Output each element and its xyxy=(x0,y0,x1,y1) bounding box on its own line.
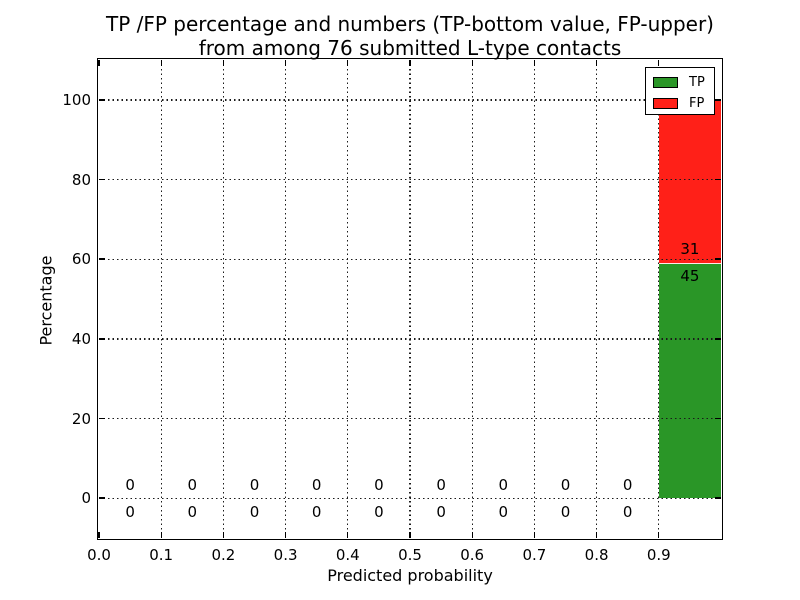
x-tick-top xyxy=(222,60,225,66)
fp-count-label: 0 xyxy=(622,476,633,495)
y-tick-label: 80 xyxy=(71,170,91,189)
y-axis-label: Percentage xyxy=(36,255,56,346)
x-gridline xyxy=(409,60,411,538)
x-tick-top xyxy=(347,60,349,66)
y-tick-left xyxy=(99,178,105,181)
tp-count-label: 0 xyxy=(187,503,198,522)
x-tick-bottom xyxy=(284,532,287,538)
x-tick-bottom xyxy=(658,532,660,538)
x-tick-label: 0.6 xyxy=(460,546,485,564)
x-tick-bottom xyxy=(595,532,598,538)
x-tick-label: 0.9 xyxy=(646,546,671,564)
x-tick-bottom xyxy=(533,532,536,538)
chart-title-line2: from among 76 submitted L-type contacts xyxy=(198,36,622,60)
y-tick-left xyxy=(99,338,105,340)
legend-label: TP xyxy=(689,75,705,90)
y-tick-right xyxy=(715,417,721,420)
x-gridline xyxy=(533,60,536,538)
tp-bar-segment xyxy=(658,263,721,499)
x-tick-top xyxy=(471,60,473,66)
x-gridline xyxy=(347,60,349,538)
x-tick-bottom xyxy=(409,532,411,538)
fp-count-label: 0 xyxy=(436,476,446,495)
fp-count-label: 0 xyxy=(249,476,260,495)
fp-bar-segment xyxy=(658,99,721,264)
x-tick-label: 0.7 xyxy=(522,546,547,564)
x-axis-label: Predicted probability xyxy=(327,566,493,585)
y-tick-right xyxy=(715,338,721,340)
fp-count-label: 0 xyxy=(374,476,384,495)
x-tick-bottom xyxy=(222,532,225,538)
y-tick-left xyxy=(99,497,105,499)
x-tick-bottom xyxy=(347,532,349,538)
x-gridline xyxy=(222,60,225,538)
x-gridline xyxy=(285,60,287,538)
fp-count-label: 31 xyxy=(680,240,700,259)
x-tick-bottom xyxy=(98,532,100,538)
fp-count-label: 0 xyxy=(187,476,198,495)
tp-count-label: 0 xyxy=(436,503,446,522)
fp-count-label: 0 xyxy=(560,476,571,495)
x-tick-top xyxy=(160,60,162,66)
y-tick-left xyxy=(99,417,105,420)
x-tick-top xyxy=(98,60,100,66)
fp-count-label: 0 xyxy=(311,476,322,495)
x-tick-top xyxy=(533,60,536,66)
tp-count-label: 45 xyxy=(680,267,700,286)
y-tick-label: 20 xyxy=(71,409,91,428)
tp-count-label: 0 xyxy=(125,503,135,522)
x-gridline xyxy=(471,60,473,538)
y-tick-label: 100 xyxy=(62,90,91,109)
x-tick-label: 0.8 xyxy=(584,546,609,564)
tp-count-label: 0 xyxy=(374,503,384,522)
x-tick-label: 0.0 xyxy=(87,546,111,564)
legend-row-fp: FP xyxy=(646,93,714,114)
y-tick-label: 60 xyxy=(71,250,91,269)
x-tick-top xyxy=(595,60,598,66)
y-tick-right xyxy=(715,258,721,260)
y-tick-right xyxy=(715,178,721,181)
y-tick-right xyxy=(715,497,721,499)
y-tick-label: 40 xyxy=(71,329,91,348)
x-gridline xyxy=(658,60,660,538)
fp-swatch-icon xyxy=(653,98,678,109)
legend-label: FP xyxy=(689,96,705,111)
chart-title-line1: TP /FP percentage and numbers (TP-bottom… xyxy=(106,12,714,36)
x-tick-bottom xyxy=(160,532,162,538)
x-tick-top xyxy=(284,60,287,66)
tp-count-label: 0 xyxy=(311,503,322,522)
x-tick-top xyxy=(409,60,411,66)
x-gridline xyxy=(160,60,162,538)
y-tick-right xyxy=(715,99,721,101)
x-tick-label: 0.2 xyxy=(211,546,236,564)
y-tick-left xyxy=(99,99,105,101)
x-tick-label: 0.3 xyxy=(273,546,298,564)
x-tick-top xyxy=(658,60,660,66)
y-tick-label: 0 xyxy=(81,489,91,508)
fp-count-label: 0 xyxy=(125,476,135,495)
x-tick-bottom xyxy=(471,532,473,538)
tp-count-label: 0 xyxy=(498,503,509,522)
x-tick-label: 0.1 xyxy=(149,546,174,564)
legend-row-tp: TP xyxy=(646,72,714,93)
x-gridline xyxy=(596,60,598,538)
tp-swatch-icon xyxy=(653,77,678,88)
tp-count-label: 0 xyxy=(622,503,633,522)
tp-count-label: 0 xyxy=(249,503,260,522)
x-tick-label: 0.5 xyxy=(398,546,422,564)
tp-count-label: 0 xyxy=(560,503,571,522)
y-tick-left xyxy=(99,258,105,260)
legend: TP FP xyxy=(645,67,715,115)
x-tick-label: 0.4 xyxy=(335,546,360,564)
fp-count-label: 0 xyxy=(498,476,509,495)
